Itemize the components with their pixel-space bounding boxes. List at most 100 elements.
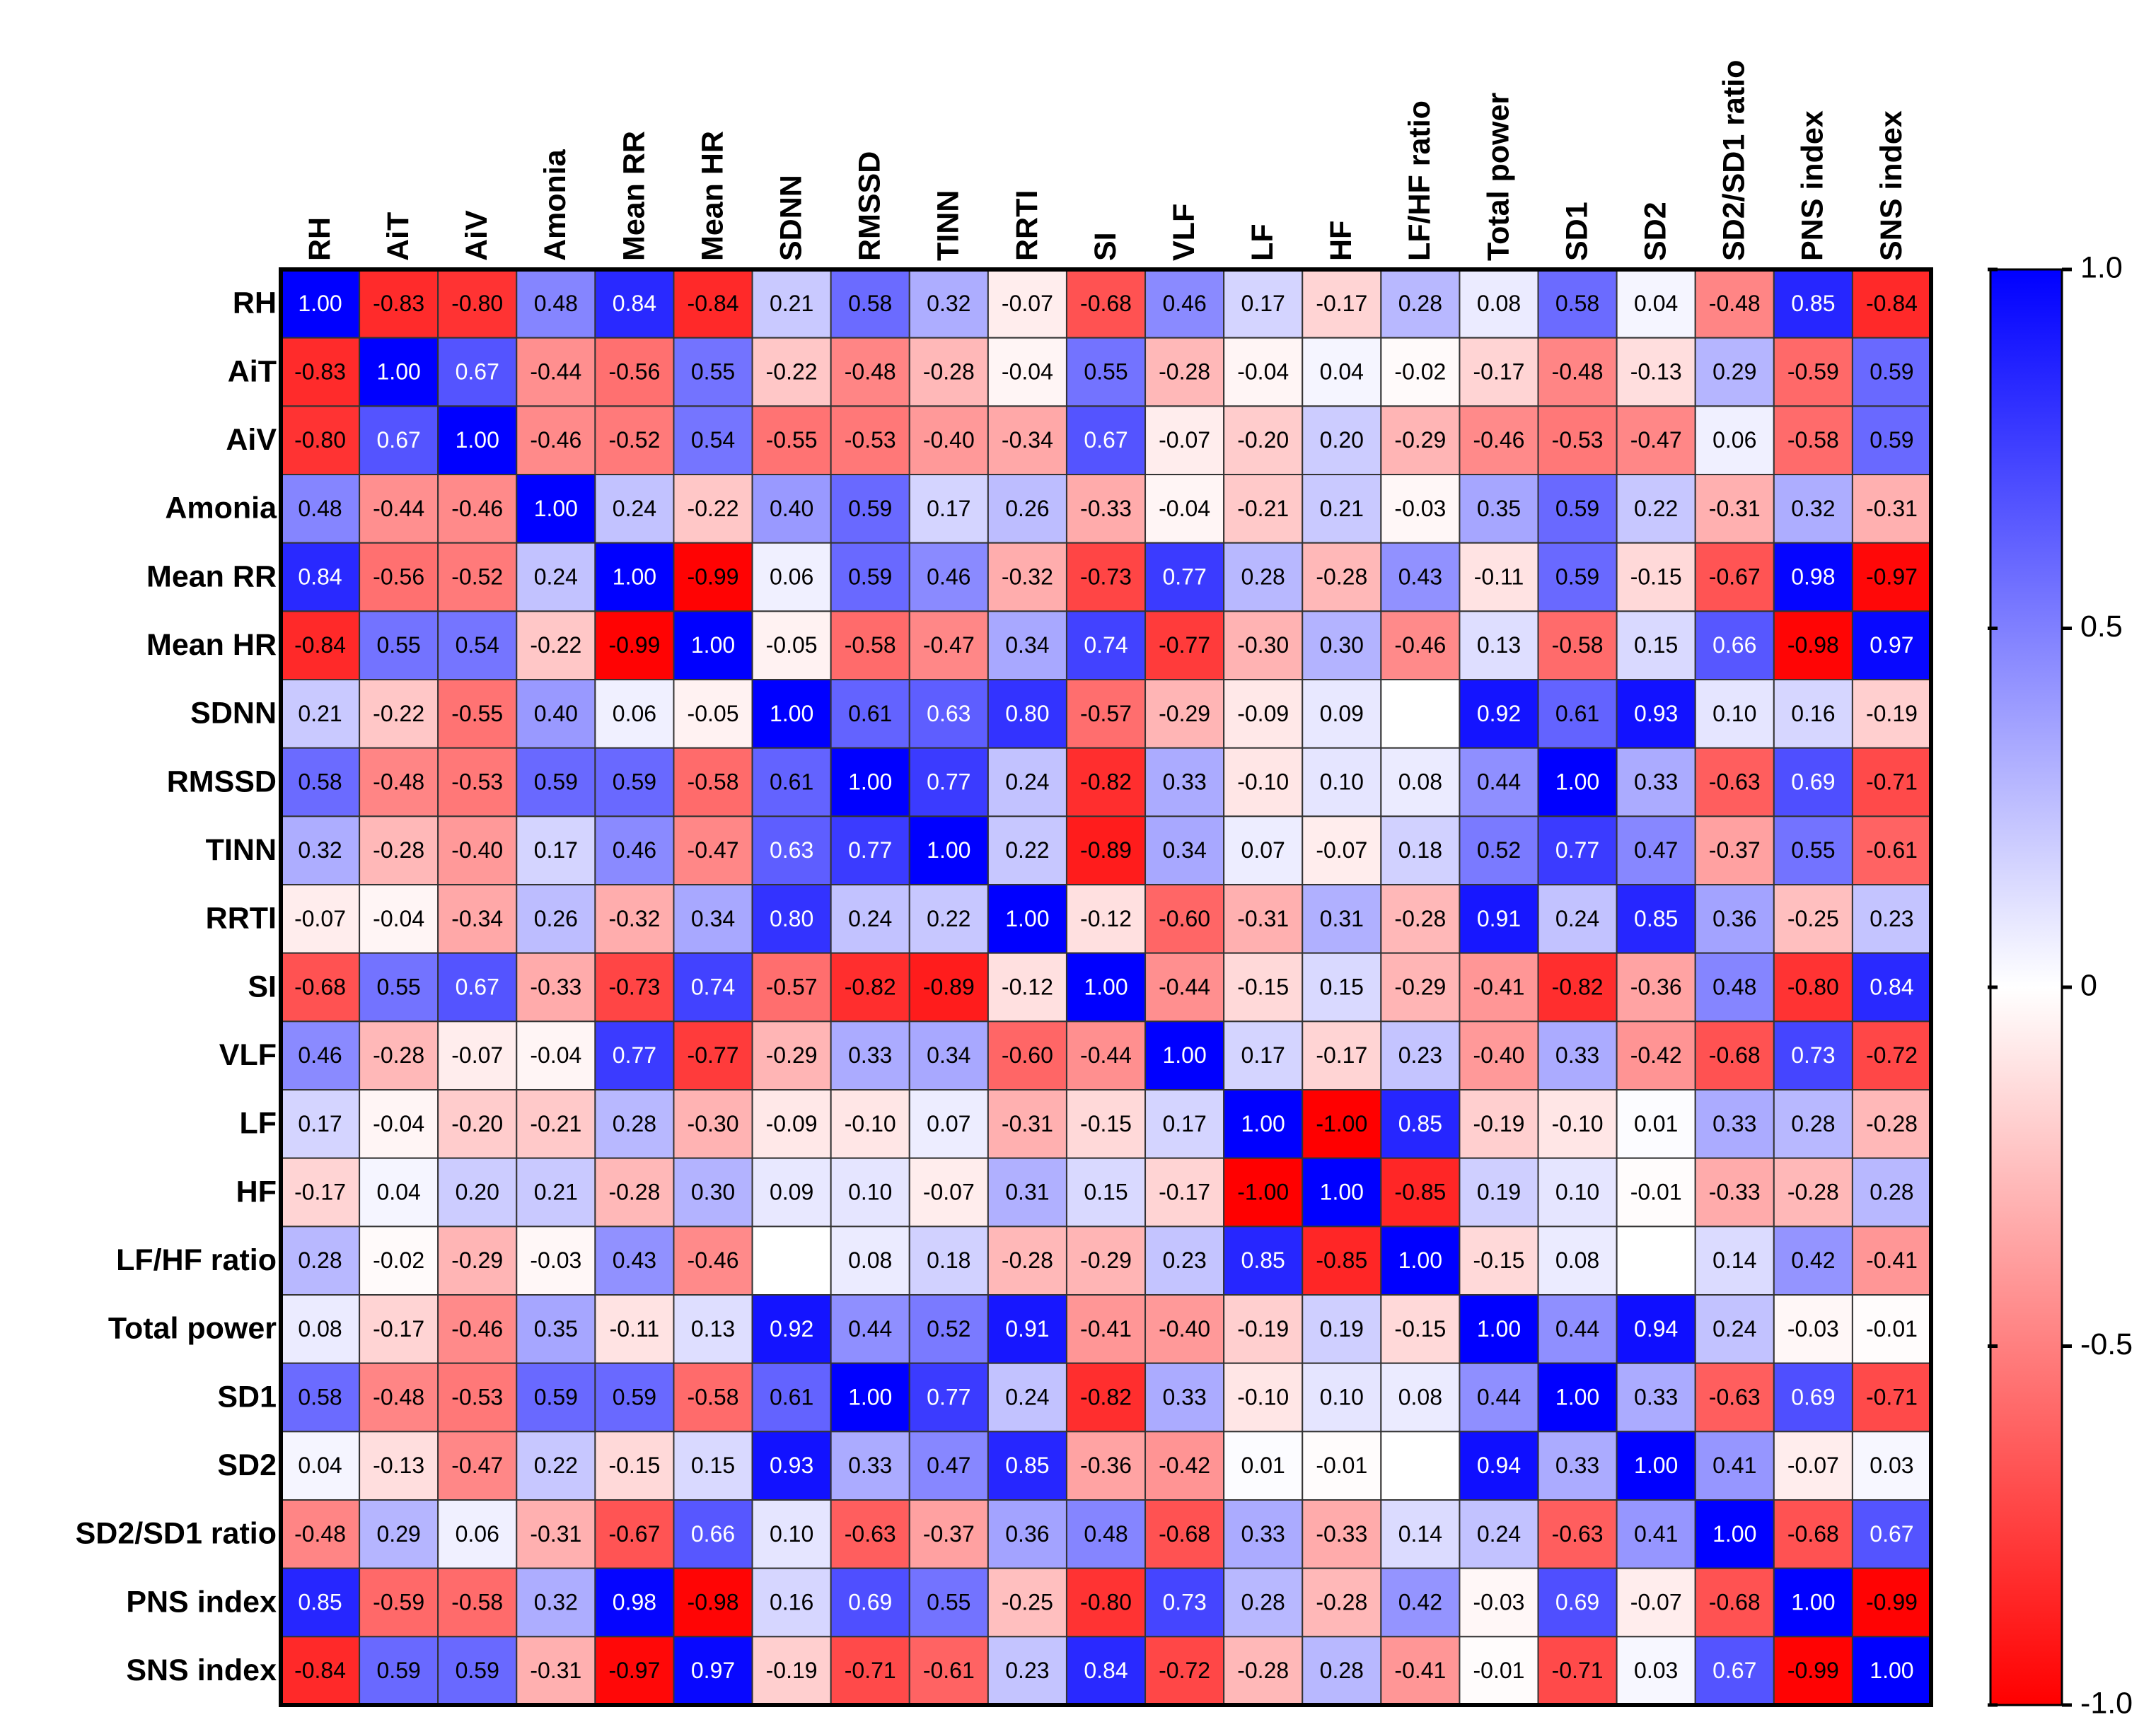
cell-label: 0.59 <box>613 1384 656 1409</box>
cell-label: 0.06 <box>613 701 656 726</box>
cell-label: -0.29 <box>766 1042 818 1068</box>
cell-label: 0.77 <box>1555 837 1599 863</box>
cell-label: -0.46 <box>688 1247 739 1273</box>
cell-label: -0.15 <box>1237 974 1289 999</box>
column-label: LF <box>1246 223 1280 261</box>
cell <box>1144 474 1225 544</box>
cell-label: 0.17 <box>298 1111 342 1136</box>
cell-label: 0.48 <box>1712 974 1756 999</box>
cell <box>1851 1020 1932 1091</box>
cell <box>830 884 910 954</box>
cell-label: 0.13 <box>1477 632 1521 658</box>
cell <box>1773 1567 1853 1638</box>
cell <box>1144 1089 1225 1159</box>
cell-label: -0.84 <box>294 1658 346 1683</box>
cell-label: 0.94 <box>1634 1316 1678 1342</box>
cell <box>830 1431 910 1501</box>
cell-label: 0.17 <box>1241 291 1285 316</box>
cell-label: -0.53 <box>845 427 896 453</box>
column-label: AiV <box>460 210 494 261</box>
row-label: RH <box>233 286 277 320</box>
cell <box>437 1362 518 1433</box>
cell-label: 1.00 <box>848 1384 892 1409</box>
cell-label: -0.01 <box>1473 1658 1525 1683</box>
cell <box>1065 1294 1147 1364</box>
cell <box>1851 1226 1932 1296</box>
cell-label: 0.23 <box>1398 1042 1442 1068</box>
cell <box>751 1499 832 1569</box>
cell-label: -0.21 <box>530 1111 581 1136</box>
cell-label: 0.52 <box>927 1316 970 1342</box>
cell <box>1616 1636 1696 1706</box>
cell-label: -0.98 <box>1787 632 1839 658</box>
cell-label: -0.83 <box>294 359 346 384</box>
cell-label: 0.67 <box>1084 427 1128 453</box>
cell-label: -0.68 <box>1080 291 1132 316</box>
cell <box>1223 679 1304 749</box>
cell-label: -0.04 <box>1159 496 1210 521</box>
cell <box>987 474 1067 544</box>
cell-label: 1.00 <box>1555 769 1599 794</box>
row-label: TINN <box>206 833 277 867</box>
cell-label: 1.00 <box>1870 1658 1913 1683</box>
cell <box>1773 884 1853 954</box>
cell-label: 0.59 <box>1555 496 1599 521</box>
cell-label: -0.15 <box>1630 564 1682 589</box>
cell-label: -0.01 <box>1316 1453 1367 1478</box>
empty-cell <box>1380 1431 1461 1501</box>
cell <box>1851 952 1932 1023</box>
cell-label: 0.20 <box>456 1179 499 1204</box>
cell <box>1380 474 1461 544</box>
cell-label: -0.73 <box>608 974 660 999</box>
cell <box>1065 815 1147 886</box>
cell-label: -0.07 <box>923 1179 975 1204</box>
cell-label: -0.19 <box>1473 1111 1525 1136</box>
cell-label: -0.17 <box>1159 1179 1210 1204</box>
cell <box>1302 1294 1382 1364</box>
cell-label: 1.00 <box>770 701 813 726</box>
cell-label: -0.28 <box>1316 1589 1367 1615</box>
cell-label: -0.68 <box>1159 1521 1210 1547</box>
cell <box>1223 1636 1304 1706</box>
cell-label: 1.00 <box>534 496 578 521</box>
cell <box>1065 542 1147 612</box>
cell-label: -0.99 <box>1787 1658 1839 1683</box>
row-label: Mean RR <box>146 559 277 593</box>
cell <box>1694 269 1775 339</box>
cell-label: -0.12 <box>1080 906 1132 931</box>
cell <box>359 1636 439 1706</box>
cell <box>1616 542 1696 612</box>
cell <box>1537 405 1618 475</box>
cell-label: -0.28 <box>1002 1247 1053 1273</box>
cell-label: 0.58 <box>298 769 342 794</box>
cell-label: -0.25 <box>1002 1589 1053 1615</box>
cell <box>673 1294 753 1364</box>
cell-label: 0.59 <box>377 1658 421 1683</box>
cell-label: 0.08 <box>1398 769 1442 794</box>
cell <box>1144 542 1225 612</box>
cell <box>830 1089 910 1159</box>
cell-label: -0.02 <box>1394 359 1446 384</box>
cell-label: -0.72 <box>1866 1042 1918 1068</box>
cell-label: -0.72 <box>1159 1658 1210 1683</box>
cell <box>1065 610 1147 680</box>
cell <box>1302 747 1382 818</box>
cell-label: 0.21 <box>298 701 342 726</box>
cell-label: -0.48 <box>373 1384 424 1409</box>
cell-label: 0.58 <box>1555 291 1599 316</box>
cell-label: 1.00 <box>1162 1042 1206 1068</box>
cell-label: 1.00 <box>1320 1179 1364 1204</box>
cell <box>1223 1089 1304 1159</box>
cell-label: -0.22 <box>766 359 818 384</box>
cell-label: 0.69 <box>1555 1589 1599 1615</box>
row-label: HF <box>236 1175 277 1209</box>
cell-label: -0.85 <box>1394 1179 1446 1204</box>
cell-label: 0.35 <box>534 1316 578 1342</box>
cell-label: 0.84 <box>298 564 342 589</box>
cell <box>1537 1294 1618 1364</box>
cell <box>1851 1089 1932 1159</box>
cell <box>1223 1157 1304 1228</box>
cell <box>1616 1294 1696 1364</box>
row-label: Amonia <box>165 491 277 525</box>
cell <box>594 1294 675 1364</box>
